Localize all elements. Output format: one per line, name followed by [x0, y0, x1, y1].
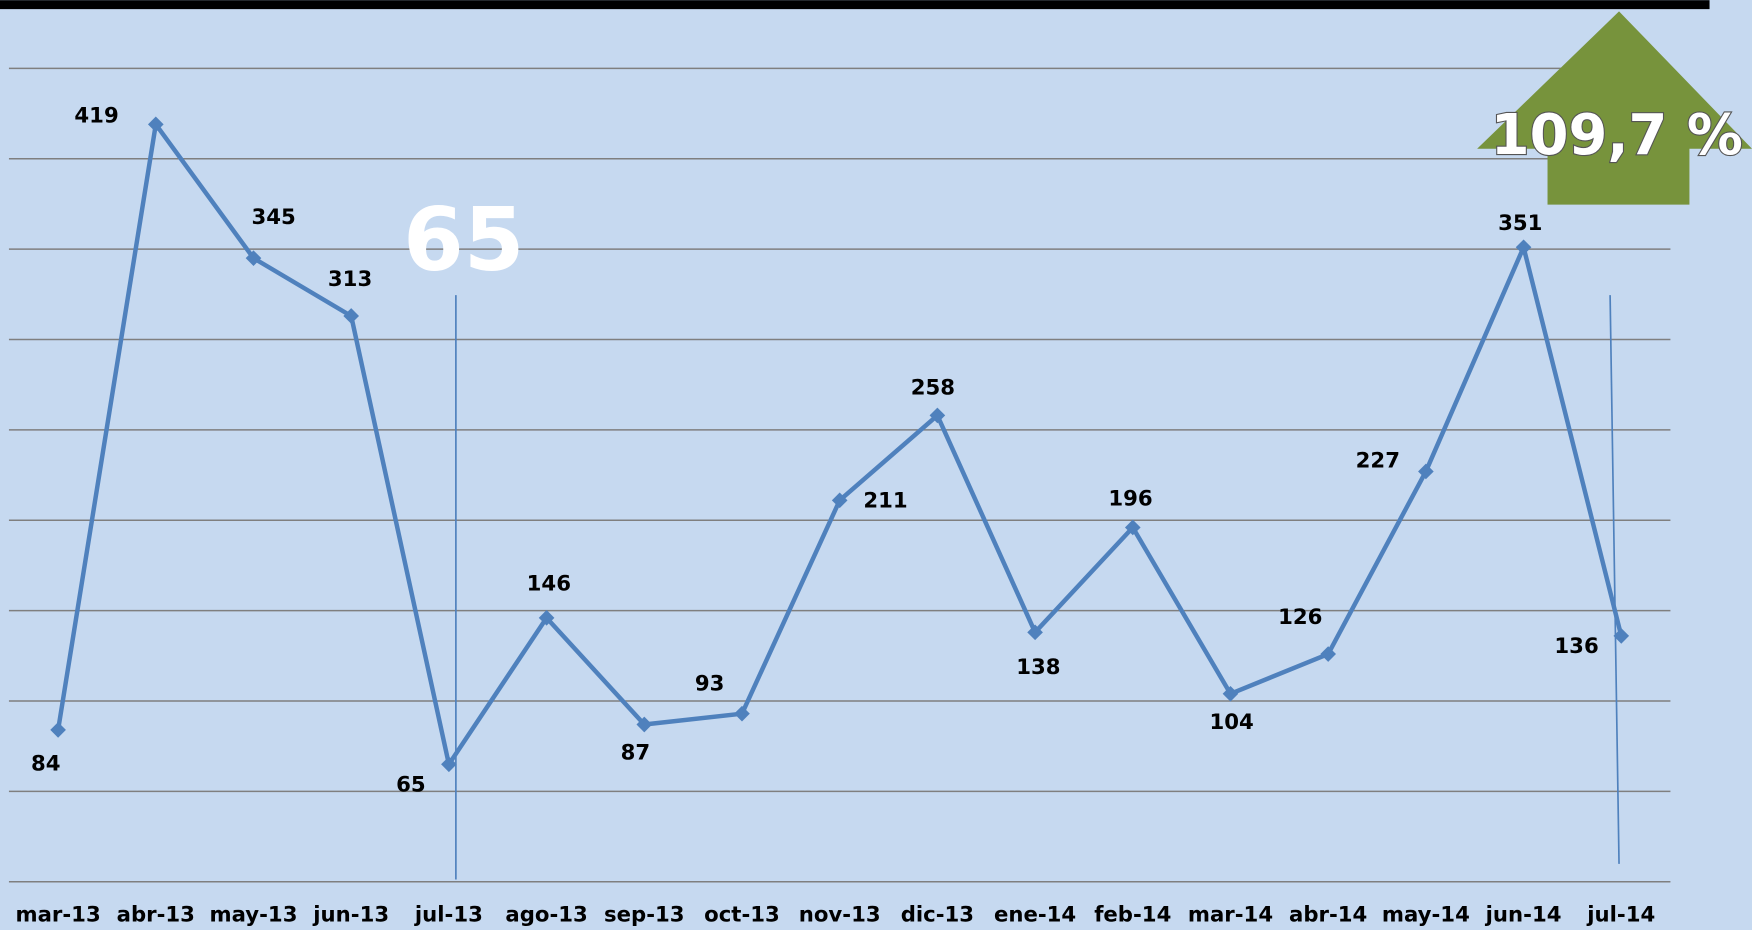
point-marker — [1124, 519, 1141, 536]
x-tick-label: abr-14 — [1289, 902, 1367, 927]
x-tick-label: may-13 — [210, 902, 298, 927]
annotation: 109,7 % — [1491, 103, 1743, 168]
point-marker — [929, 407, 946, 424]
x-tick-label: feb-14 — [1094, 902, 1171, 927]
data-label: 258 — [911, 376, 955, 401]
point-marker — [147, 116, 164, 133]
point-marker — [1320, 646, 1336, 662]
point-marker — [734, 705, 750, 722]
data-label: 136 — [1554, 634, 1598, 659]
point-marker — [1515, 239, 1532, 256]
data-label: 227 — [1356, 448, 1400, 473]
top-bar — [0, 0, 1710, 10]
annotation: 65 — [403, 189, 524, 291]
x-tick-label: jul-13 — [414, 902, 483, 927]
data-label: 84 — [31, 752, 61, 777]
x-tick-label: oct-13 — [704, 902, 780, 927]
point-marker — [1027, 624, 1043, 641]
x-tick-label: ago-13 — [505, 902, 587, 927]
data-label: 87 — [621, 741, 651, 766]
x-tick-label: jul-14 — [1586, 902, 1655, 927]
x-tick-label: ene-14 — [994, 902, 1076, 927]
data-label: 138 — [1016, 655, 1060, 680]
marker-line — [1609, 295, 1620, 864]
x-tick-label: dic-13 — [901, 902, 974, 927]
data-label: 196 — [1108, 487, 1152, 512]
data-label: 419 — [74, 104, 118, 129]
point-marker — [538, 610, 555, 626]
x-tick-label: jun-13 — [312, 902, 389, 927]
x-tick-label: jun-14 — [1485, 902, 1562, 927]
data-label: 351 — [1498, 211, 1542, 236]
data-label: 126 — [1278, 605, 1322, 630]
point-marker — [1222, 685, 1239, 702]
x-tick-label: mar-14 — [1188, 902, 1273, 927]
x-tick-label: sep-13 — [604, 902, 685, 927]
data-label: 313 — [328, 267, 372, 292]
x-tick-label: nov-13 — [799, 902, 881, 927]
x-tick-label: abr-13 — [117, 902, 195, 927]
x-tick-label: mar-13 — [15, 902, 100, 927]
data-label: 211 — [863, 488, 907, 513]
data-label: 345 — [251, 205, 295, 230]
arrow — [1477, 11, 1752, 205]
data-label: 93 — [695, 672, 725, 697]
x-tick-label: may-14 — [1382, 902, 1470, 927]
data-label: 104 — [1209, 710, 1253, 735]
data-label: 65 — [396, 773, 426, 798]
data-label: 146 — [527, 571, 571, 596]
